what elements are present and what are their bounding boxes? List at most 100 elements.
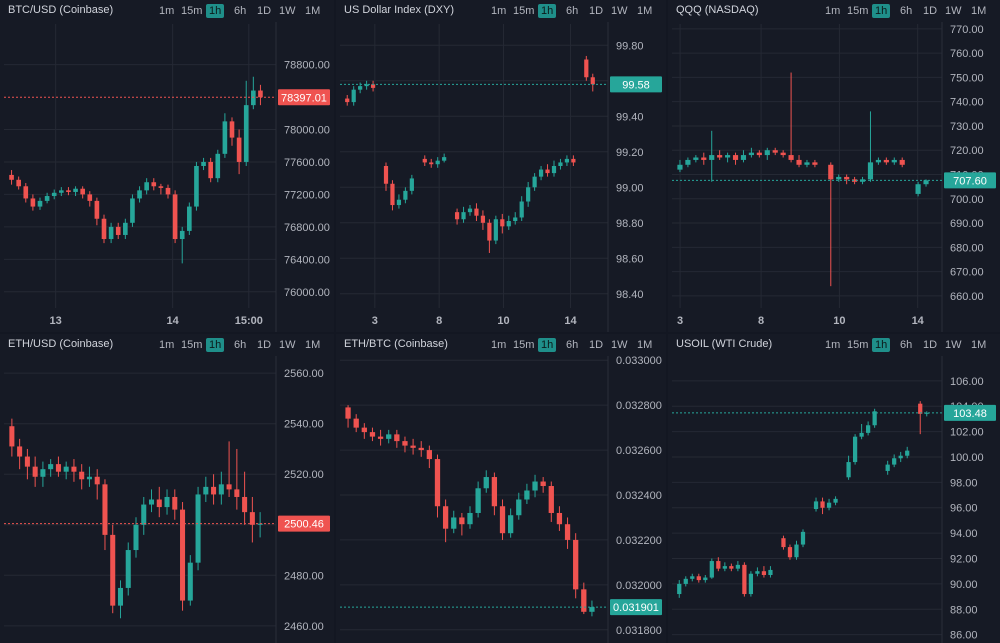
timeframe-1w-button[interactable]: 1W [611, 5, 628, 17]
timeframe-1d-button[interactable]: 1D [257, 5, 272, 17]
timeframe-1m-button[interactable]: 1m [825, 5, 841, 17]
chart-panel-dxy[interactable]: US Dollar Index (DXY) 1m 15m 1h 6h 1D 1W 1M 99… [336, 0, 666, 332]
x-tick-label: 10 [497, 315, 509, 327]
timeframe-1m-button[interactable]: 1M [971, 5, 987, 17]
candle [772, 147, 778, 156]
candle [716, 557, 721, 572]
candle [474, 203, 479, 222]
timeframe-1m-button[interactable]: 1m [159, 339, 175, 351]
timeframe-1h-button[interactable]: 1h [206, 338, 225, 352]
candle [151, 178, 157, 191]
timeframe-1w-button[interactable]: 1W [279, 339, 296, 351]
current-price-badge: 2500.46 [278, 515, 330, 532]
timeframe-1m-button[interactable]: 1m [825, 339, 841, 351]
candle [117, 580, 124, 619]
candle [236, 129, 242, 175]
timeframe-1h-button[interactable]: 1h [538, 4, 557, 18]
timeframe-6h-button[interactable]: 6h [566, 339, 579, 351]
candle [467, 506, 473, 529]
timeframe-1h-button[interactable]: 1h [872, 338, 891, 352]
candlestick-chart[interactable]: 78800.00 78000.00 77600.00 77200.00 76800.00… [0, 0, 334, 332]
y-tick-label: 740.00 [950, 97, 984, 109]
timeframe-1w-button[interactable]: 1W [279, 5, 296, 17]
timeframe-1m-button[interactable]: 1M [971, 339, 987, 351]
candle [187, 202, 192, 235]
y-tick-label: 77600.00 [284, 157, 330, 169]
candle [729, 563, 734, 572]
candle [44, 192, 50, 204]
chart-panel-ethbtc[interactable]: ETH/BTC (Coinbase) 1m 15m 1h 6h 1D 1W 1M 0.033… [336, 334, 666, 643]
y-tick-label: 0.032800 [616, 400, 662, 412]
timeframe-15m-button[interactable]: 15m [181, 339, 203, 351]
timeframe-1d-button[interactable]: 1D [257, 339, 272, 351]
timeframe-1m-button[interactable]: 1m [159, 5, 175, 17]
y-tick-label: 76400.00 [284, 254, 330, 266]
candle [794, 540, 799, 560]
timeframe-1m-button[interactable]: 1m [491, 5, 507, 17]
candlestick-chart[interactable]: 2560.002540.002520.002500.002480.002460.… [0, 334, 334, 643]
candlestick-chart[interactable]: 106.00104.00102.00100.0098.0096.0094.009… [668, 334, 1000, 643]
candle [429, 158, 434, 168]
timeframe-1h-button[interactable]: 1h [872, 4, 891, 18]
timeframe-15m-button[interactable]: 15m [513, 5, 535, 17]
timeframe-1m-button[interactable]: 1M [637, 5, 653, 17]
timeframe-15m-button[interactable]: 15m [513, 339, 535, 351]
candle [55, 456, 61, 477]
y-tick-label: 78800.00 [284, 60, 330, 72]
candle [905, 446, 910, 459]
timeframe-15m-button[interactable]: 15m [847, 339, 869, 351]
candlestick-chart[interactable]: 99.8099.6099.4099.2099.0098.8098.6098.40… [336, 0, 666, 332]
y-tick-label: 99.40 [616, 111, 644, 123]
timeframe-1d-button[interactable]: 1D [923, 5, 938, 17]
candle [361, 423, 367, 439]
y-tick-label: 700.00 [950, 194, 984, 206]
timeframe-1w-button[interactable]: 1W [945, 5, 962, 17]
x-tick-label: 14 [564, 315, 577, 327]
candle [923, 179, 929, 187]
timeframe-6h-button[interactable]: 6h [234, 5, 247, 17]
timeframe-15m-button[interactable]: 15m [847, 5, 869, 17]
candle [80, 186, 85, 199]
timeframe-1m-button[interactable]: 1m [491, 339, 507, 351]
candle [513, 212, 518, 225]
timeframe-1m-button[interactable]: 1M [305, 339, 321, 351]
candle [677, 159, 683, 173]
y-tick-label: 2540.00 [284, 419, 324, 431]
chart-panel-eth[interactable]: ETH/USD (Coinbase) 1m 15m 1h 6h 1D 1W 1M 2560.… [0, 334, 334, 643]
candle [844, 174, 850, 185]
y-tick-label: 730.00 [950, 121, 984, 133]
timeframe-1d-button[interactable]: 1D [589, 339, 604, 351]
candle [229, 117, 235, 146]
timeframe-1h-button[interactable]: 1h [538, 338, 557, 352]
candlestick-chart[interactable]: 0.033000 0.032800 0.032600 0.032400 0.032200… [336, 334, 666, 643]
candle [742, 562, 747, 597]
candle [377, 429, 384, 446]
timeframe-1w-button[interactable]: 1W [611, 339, 628, 351]
timeframe-1m-button[interactable]: 1M [305, 5, 321, 17]
candle [796, 155, 802, 168]
candle [94, 197, 100, 226]
timeframe-6h-button[interactable]: 6h [234, 339, 247, 351]
candle [899, 157, 905, 168]
timeframe-6h-button[interactable]: 6h [900, 5, 913, 17]
timeframe-1h-button[interactable]: 1h [206, 4, 225, 18]
candle [403, 187, 408, 204]
candle [761, 566, 767, 578]
candle [828, 162, 834, 287]
timeframe-1d-button[interactable]: 1D [923, 339, 938, 351]
candle [519, 196, 524, 222]
candlestick-chart[interactable]: 770.00760.00750.00740.00730.00720.00710.… [668, 0, 1000, 332]
chart-panel-btc[interactable]: BTC/USD (Coinbase) 1m 15m 1h 6h 1D 1W 1M 78800… [0, 0, 334, 332]
timeframe-6h-button[interactable]: 6h [900, 339, 913, 351]
x-tick-label: 8 [436, 315, 442, 327]
timeframe-15m-button[interactable]: 15m [181, 5, 203, 17]
timeframe-6h-button[interactable]: 6h [566, 5, 579, 17]
y-tick-label: 86.00 [950, 630, 978, 642]
chart-panel-usoil[interactable]: USOIL (WTI Crude) 1m 15m 1h 6h 1D 1W 1M 106.00… [668, 334, 1000, 643]
candle [66, 187, 71, 196]
timeframe-1m-button[interactable]: 1M [637, 339, 653, 351]
timeframe-1d-button[interactable]: 1D [589, 5, 604, 17]
candle [123, 218, 128, 240]
chart-panel-qqq[interactable]: QQQ (NASDAQ) 1m 15m 1h 6h 1D 1W 1M 770.00 760.0… [668, 0, 1000, 332]
timeframe-1w-button[interactable]: 1W [945, 339, 962, 351]
